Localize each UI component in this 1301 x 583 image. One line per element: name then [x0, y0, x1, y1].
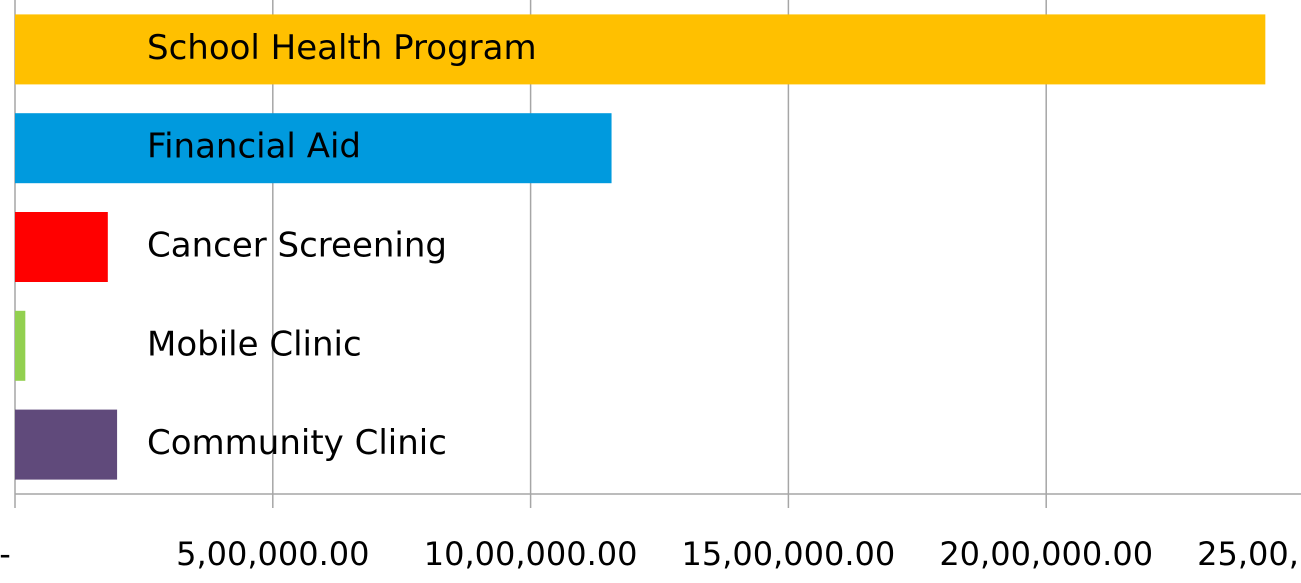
bar — [15, 409, 118, 480]
x-tick-label: 20,00,000.00 — [939, 535, 1153, 573]
x-tick-label: 25,00,000.00 — [1197, 535, 1301, 573]
bar — [15, 14, 1266, 85]
x-tick-label: - — [0, 535, 11, 573]
category-label: School Health Program — [147, 28, 537, 68]
bar — [15, 113, 612, 184]
category-label: Cancer Screening — [147, 226, 447, 266]
x-tick-label: 15,00,000.00 — [682, 535, 896, 573]
x-tick-label: 5,00,000.00 — [176, 535, 369, 573]
x-tick-label: 10,00,000.00 — [424, 535, 638, 573]
bar — [15, 212, 108, 282]
bar — [15, 310, 26, 381]
category-label: Mobile Clinic — [147, 324, 362, 364]
category-label: Community Clinic — [147, 423, 447, 463]
category-label: Financial Aid — [147, 127, 361, 167]
